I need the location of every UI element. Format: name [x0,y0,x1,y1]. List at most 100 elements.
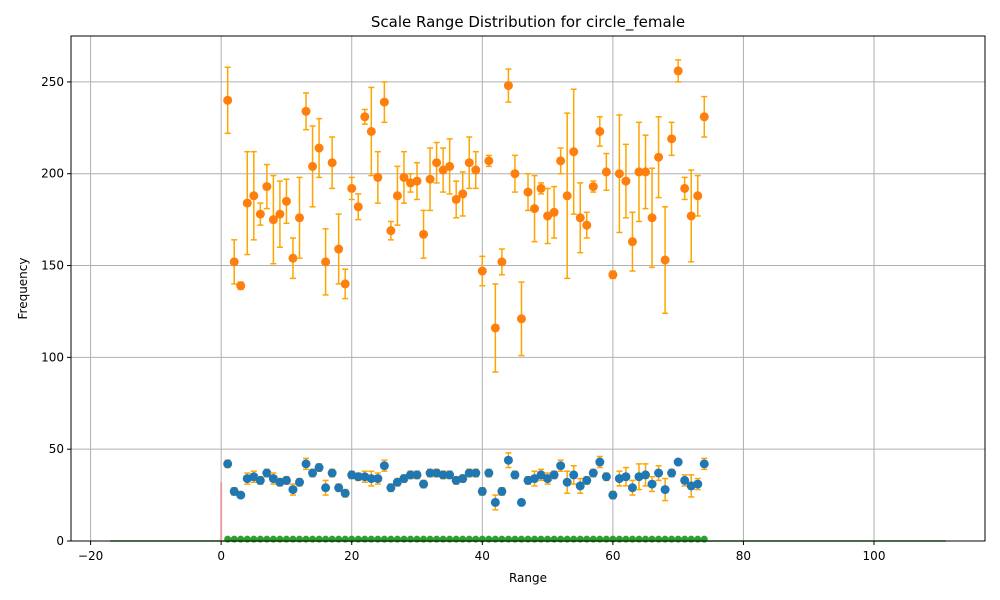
lower-point [588,468,598,478]
baseline-point [387,535,395,543]
upper-point [634,167,644,177]
upper-point [510,169,520,179]
x-tick-label: 0 [217,549,225,563]
lower-point [288,485,298,495]
baseline-point [315,535,323,543]
plot-area [110,59,946,543]
upper-point [562,191,572,201]
lower-point [673,457,683,467]
baseline-point [570,535,578,543]
upper-point [281,196,291,206]
baseline-point [517,535,525,543]
upper-point [516,314,526,324]
upper-point [249,191,259,201]
upper-point [432,158,442,168]
upper-point [471,165,481,175]
lower-point [503,455,513,465]
baseline-point [289,535,297,543]
baseline-point [413,535,421,543]
baseline-point [550,535,558,543]
baseline-point [269,535,277,543]
baseline-point [256,535,264,543]
upper-point [268,215,278,225]
baseline-point [335,535,343,543]
baseline-point [446,535,454,543]
lower-point [268,474,278,484]
baseline-point [615,535,623,543]
lower-point [334,483,344,493]
baseline-point [511,535,519,543]
x-tick-label: 40 [475,549,490,563]
lower-point [667,468,677,478]
lower-point [693,479,703,489]
baseline-point [563,535,571,543]
lower-point [373,474,383,484]
lower-point [464,468,474,478]
upper-point [223,95,233,105]
lower-point [641,470,651,480]
baseline-point [296,535,303,543]
baseline-point [420,535,428,543]
lower-point [340,488,350,498]
x-tick-label: 60 [605,549,620,563]
baseline-point [459,535,467,543]
upper-point [627,237,637,247]
baseline-point [237,535,245,543]
lower-point [556,461,566,471]
upper-point [660,255,670,265]
baseline-point [341,535,349,543]
upper-point [523,187,533,197]
lower-point [236,490,246,500]
baseline-point [694,535,702,543]
upper-point [654,152,664,162]
baseline-point [472,535,480,543]
baseline-point [250,535,258,543]
upper-point [458,189,468,199]
lower-point [608,490,618,500]
baseline-point [557,535,565,543]
baseline-point [282,535,290,543]
y-axis-label: Frequency [16,258,30,320]
lower-point [445,470,455,480]
lower-point [308,468,318,478]
upper-point [667,134,677,144]
upper-point [569,147,579,157]
lower-point [438,470,448,480]
upper-point [255,209,265,219]
upper-point [680,183,690,193]
baseline-point [628,535,636,543]
upper-point [699,112,709,122]
upper-point [301,106,311,116]
baseline-point [504,535,512,543]
axes: −20 0 20 40 60 80 100 0 50 100 150 200 250 [41,75,885,563]
grid-lines [71,36,985,542]
upper-point [334,244,344,254]
y-tick-label: 200 [41,167,64,181]
baseline-point [406,535,414,543]
baseline-point [589,535,597,543]
baseline-point [465,535,473,543]
lower-point [471,468,481,478]
lower-point [562,477,572,487]
lower-point [680,475,690,485]
lower-point [281,475,291,485]
baseline-point [596,535,604,543]
baseline-point [433,535,441,543]
baseline-point [400,535,408,543]
upper-point [647,213,657,223]
upper-point [451,194,461,204]
baseline-point [498,535,506,543]
upper-point [484,156,494,166]
lower-point [582,475,592,485]
baseline-point [661,535,669,543]
baseline-point [576,535,584,543]
y-tick-label: 50 [49,442,64,456]
upper-point [641,167,651,177]
baseline-point [230,535,238,543]
lower-point [536,470,546,480]
upper-point [490,323,500,333]
baseline-point [439,535,447,543]
baseline-point [622,535,630,543]
lower-point [484,468,494,478]
lower-point [412,470,422,480]
